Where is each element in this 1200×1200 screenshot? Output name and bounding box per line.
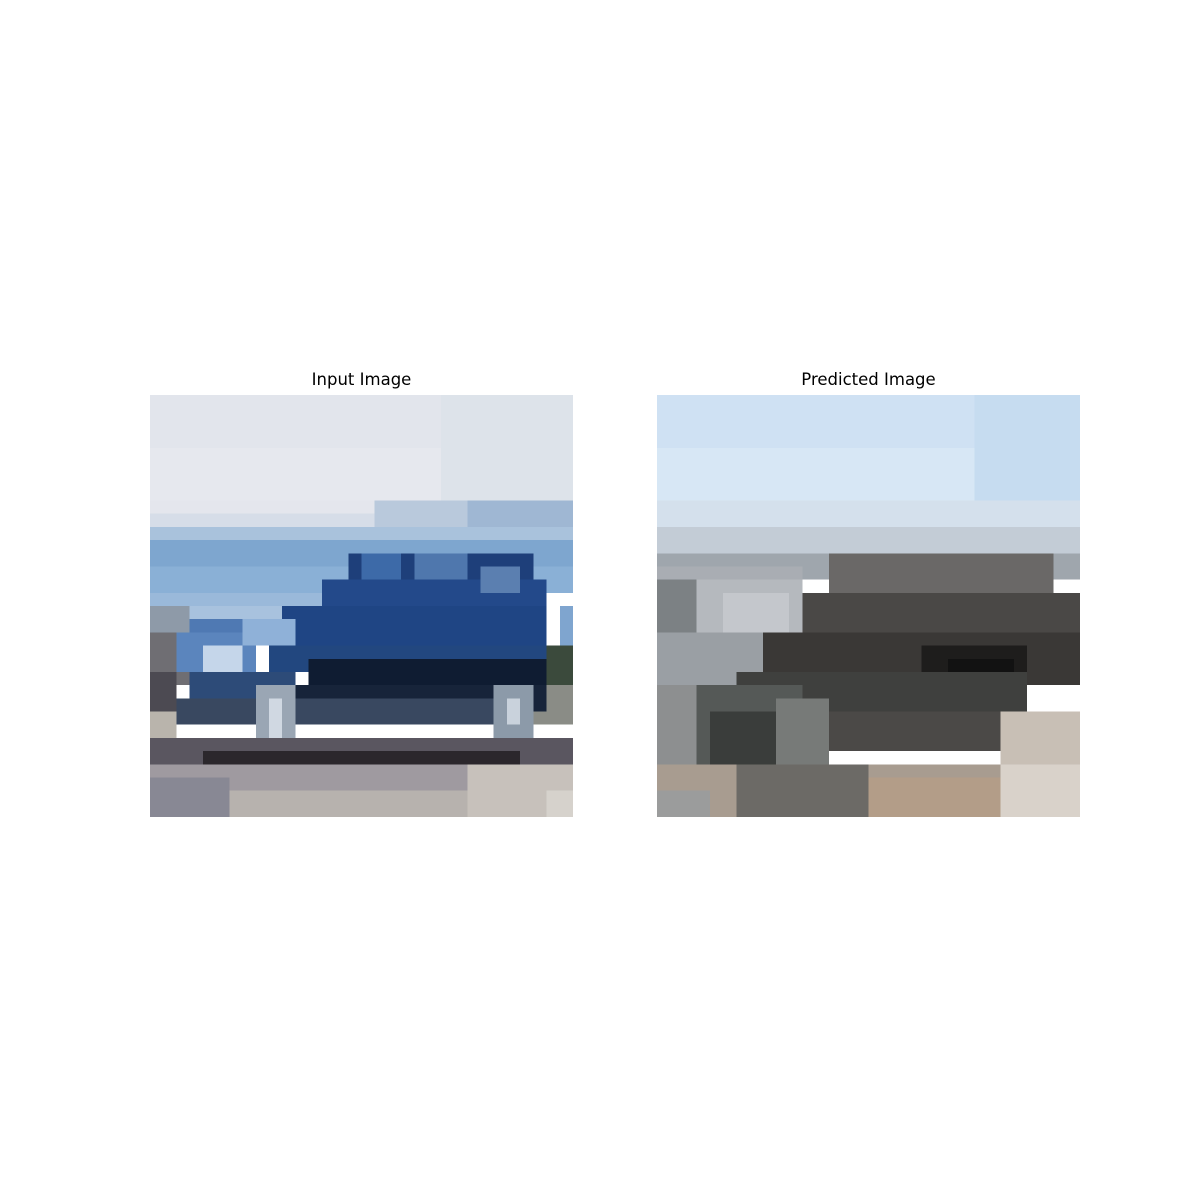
predicted-image bbox=[657, 395, 1080, 817]
input-image-title: Input Image bbox=[311, 370, 412, 389]
input-image bbox=[150, 395, 573, 817]
predicted-image-title: Predicted Image bbox=[801, 370, 936, 389]
